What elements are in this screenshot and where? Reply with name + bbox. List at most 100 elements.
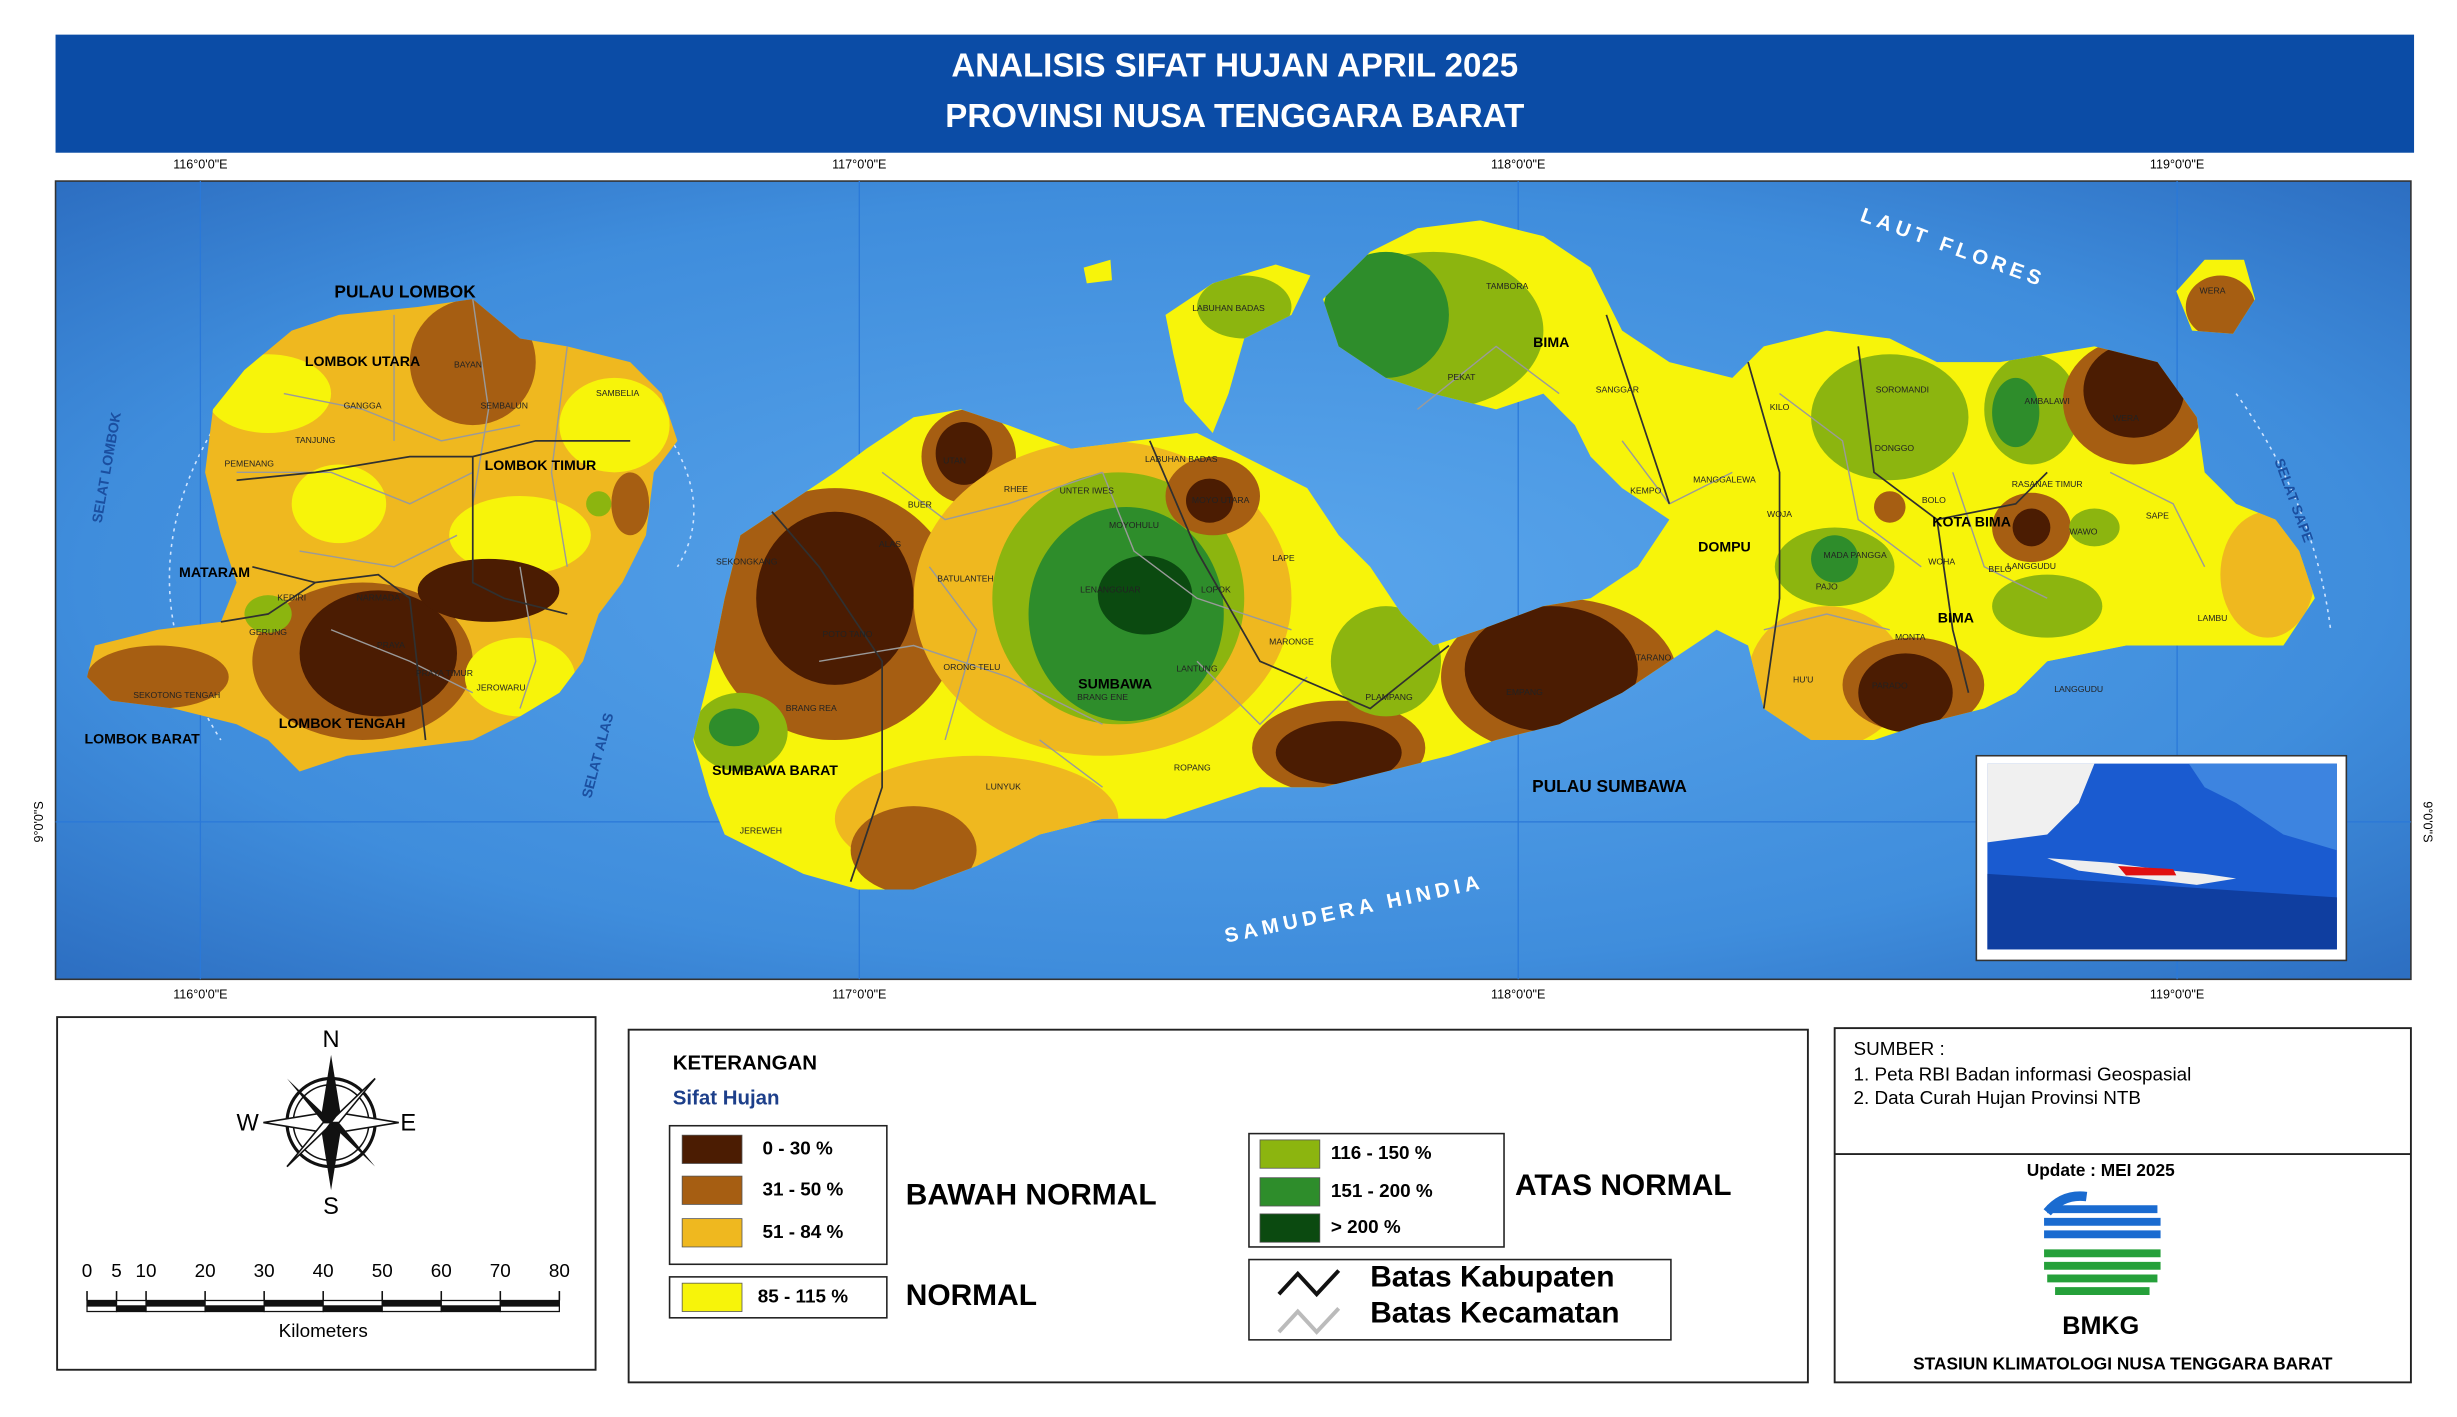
rain-zone <box>1464 606 1638 733</box>
rain-zone <box>291 464 387 544</box>
scale-segment <box>115 1305 147 1313</box>
map-label: LUNYUK <box>986 782 1021 792</box>
scale-label: 30 <box>254 1261 275 1282</box>
rain-zone <box>1097 555 1193 635</box>
rain-zone <box>559 377 670 473</box>
map-label: BRANG ENE <box>1077 692 1128 702</box>
lat-label: 9°0'0"S <box>2420 801 2434 842</box>
rain-zone <box>299 590 458 717</box>
legend-label: 51 - 84 % <box>762 1222 843 1243</box>
map-label: PRAYA <box>377 640 405 650</box>
map-label: SANGGAR <box>1596 385 1639 395</box>
map-label: PAJO <box>1816 582 1838 592</box>
map-label: WERA <box>2200 286 2226 296</box>
legend-group: BAWAH NORMAL <box>906 1178 1157 1211</box>
rain-zone <box>1811 354 1969 481</box>
source-item: 1. Peta RBI Badan informasi Geospasial <box>1854 1064 2192 1085</box>
logo-text: BMKG <box>2062 1312 2139 1340</box>
legend-swatch <box>1259 1213 1321 1243</box>
rain-zone <box>1275 721 1402 785</box>
map-label: PEMENANG <box>224 459 274 469</box>
map-label: PULAU SUMBAWA <box>1532 776 1687 796</box>
map-label: TAMBORA <box>1486 281 1528 291</box>
map-label: POTO TANO <box>823 629 873 639</box>
map-label: LOMBOK BARAT <box>84 732 200 748</box>
map-label: TARANO <box>1636 652 1672 662</box>
compass-w: W <box>236 1110 259 1136</box>
scale-segment <box>499 1299 560 1307</box>
map-label: BIMA <box>1533 335 1569 351</box>
legend-label: 31 - 50 % <box>762 1179 843 1200</box>
map-label: LABUHAN BADAS <box>1192 303 1265 313</box>
scale-label: 70 <box>490 1261 511 1282</box>
map-label: RHEE <box>1004 484 1028 494</box>
map-label: KEDIRI <box>277 593 306 603</box>
map-label: BRANG REA <box>786 703 837 713</box>
map-label: MANGGALEWA <box>1693 474 1756 484</box>
source-item: 2. Data Curah Hujan Provinsi NTB <box>1854 1088 2141 1109</box>
map-label: BUER <box>908 500 932 510</box>
map-label: WOJA <box>1767 509 1792 519</box>
legend-label: 0 - 30 % <box>762 1138 833 1159</box>
legend-group: NORMAL <box>906 1279 1037 1312</box>
legend-swatch <box>1259 1177 1321 1207</box>
map-label: MOYOHULU <box>1109 520 1159 530</box>
legend-kabupaten-line <box>1277 1269 1341 1298</box>
map-label: WAWO <box>2069 526 2097 536</box>
boundary-lines <box>220 299 2206 882</box>
scale-segment <box>322 1299 383 1307</box>
scale-label: 80 <box>549 1261 570 1282</box>
map-label: PRAYA TIMUR <box>416 668 473 678</box>
map-label: TANJUNG <box>295 435 335 445</box>
map-label: RASANAE TIMUR <box>2012 479 2083 489</box>
map-label: LOMBOK UTARA <box>305 354 420 370</box>
compass-n: N <box>323 1027 340 1053</box>
map-label: UNTER IWES <box>1060 486 1114 496</box>
legend-label: 85 - 115 % <box>758 1286 848 1307</box>
map-label: SAPE <box>2146 511 2169 521</box>
title: ANALISIS SIFAT HUJAN APRIL 2025 <box>951 47 1518 84</box>
legend-swatch <box>681 1218 743 1248</box>
scale-segment <box>86 1305 118 1313</box>
scale-unit: Kilometers <box>279 1321 368 1342</box>
update-text: Update : MEI 2025 <box>2027 1160 2175 1180</box>
map-label: LOPOK <box>1201 585 1231 595</box>
map-label: MATARAM <box>179 565 250 581</box>
title-bar <box>55 34 2415 153</box>
map-label: KEMPO <box>1630 486 1661 496</box>
scale-segment <box>145 1299 206 1307</box>
map-label: PEKAT <box>1448 372 1476 382</box>
scale-label: 5 <box>111 1261 122 1282</box>
legend-group: ATAS NORMAL <box>1515 1169 1732 1202</box>
compass-s: S <box>323 1194 339 1220</box>
rain-zone <box>850 806 977 890</box>
map-label: HU'U <box>1793 674 1813 684</box>
map-label: ALAS <box>879 539 901 549</box>
rain-zone <box>449 495 591 575</box>
scale-segment <box>263 1305 324 1313</box>
map-label: MOYO UTARA <box>1192 495 1250 505</box>
map-label: DOMPU <box>1698 540 1751 556</box>
rain-zone <box>2185 275 2256 339</box>
lon-label: 118°0'0"E <box>1491 987 1545 1001</box>
rain-zone <box>464 637 576 717</box>
map-label: LANTUNG <box>1176 663 1218 673</box>
scale-segment <box>204 1299 265 1307</box>
map-area: PULAU LOMBOK LOMBOK UTARA LOMBOK TIMUR MATA… <box>54 180 2412 981</box>
lon-label: 116°0'0"E <box>173 987 227 1001</box>
lat-label: 9°0'0"S <box>32 801 46 842</box>
lon-label: 119°0'0"E <box>2150 158 2204 172</box>
lon-label: 117°0'0"E <box>832 987 886 1001</box>
map-label: UTAN <box>943 456 966 466</box>
rain-zone <box>409 299 536 426</box>
map-label: GERUNG <box>249 627 287 637</box>
legend-kecamatan-line <box>1277 1307 1341 1335</box>
scale-label: 50 <box>372 1261 393 1282</box>
legend-label: > 200 % <box>1331 1217 1401 1238</box>
rain-zone <box>1858 653 1953 733</box>
map-label: GANGGA <box>344 400 382 410</box>
legend-swatch <box>681 1134 743 1164</box>
map-label: BATULANTEH <box>937 574 994 584</box>
map-label: MONTA <box>1895 632 1926 642</box>
rain-zone <box>935 421 993 485</box>
